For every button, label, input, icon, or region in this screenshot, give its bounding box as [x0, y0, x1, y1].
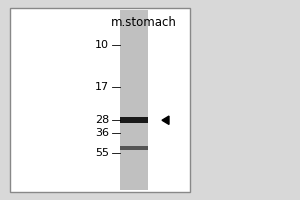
Bar [120, 117, 148, 123]
Text: 10: 10 [95, 40, 109, 50]
Bar [10, 8, 190, 192]
Text: 28: 28 [95, 115, 109, 125]
Text: m.stomach: m.stomach [111, 16, 177, 29]
Polygon shape [162, 116, 169, 124]
Text: 55: 55 [95, 148, 109, 158]
Bar [120, 146, 148, 150]
Text: 36: 36 [95, 128, 109, 138]
Bar [120, 10, 148, 190]
Text: 17: 17 [95, 82, 109, 92]
